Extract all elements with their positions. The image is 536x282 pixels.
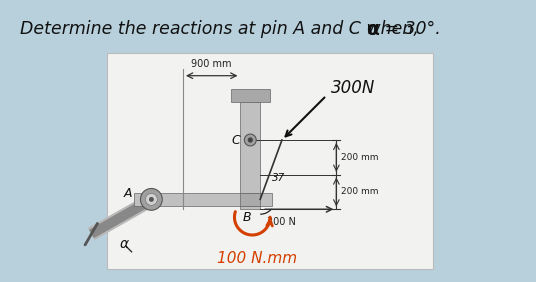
Bar — [107, 53, 433, 269]
Text: C: C — [232, 133, 241, 147]
Circle shape — [244, 134, 256, 146]
Text: 900 mm: 900 mm — [191, 59, 232, 69]
Circle shape — [149, 197, 153, 202]
Text: A: A — [124, 187, 132, 200]
Text: 300 N: 300 N — [267, 217, 296, 227]
Text: 37: 37 — [272, 173, 285, 183]
Text: B: B — [242, 211, 251, 224]
Text: α: α — [119, 237, 128, 251]
Text: 200 mm: 200 mm — [341, 153, 379, 162]
Text: α: α — [366, 20, 379, 39]
Bar — [133, 193, 272, 206]
Text: 300N: 300N — [331, 79, 376, 96]
Circle shape — [140, 188, 162, 210]
Bar — [230, 89, 270, 102]
Bar — [241, 102, 260, 209]
Text: Determine the reactions at pin A and C when,: Determine the reactions at pin A and C w… — [20, 20, 424, 38]
Text: 100 N.mm: 100 N.mm — [217, 251, 297, 266]
Text: = 30°.: = 30°. — [379, 20, 441, 38]
Circle shape — [145, 193, 158, 205]
Text: 200 mm: 200 mm — [341, 188, 379, 197]
Circle shape — [248, 138, 252, 142]
Bar — [241, 193, 260, 206]
